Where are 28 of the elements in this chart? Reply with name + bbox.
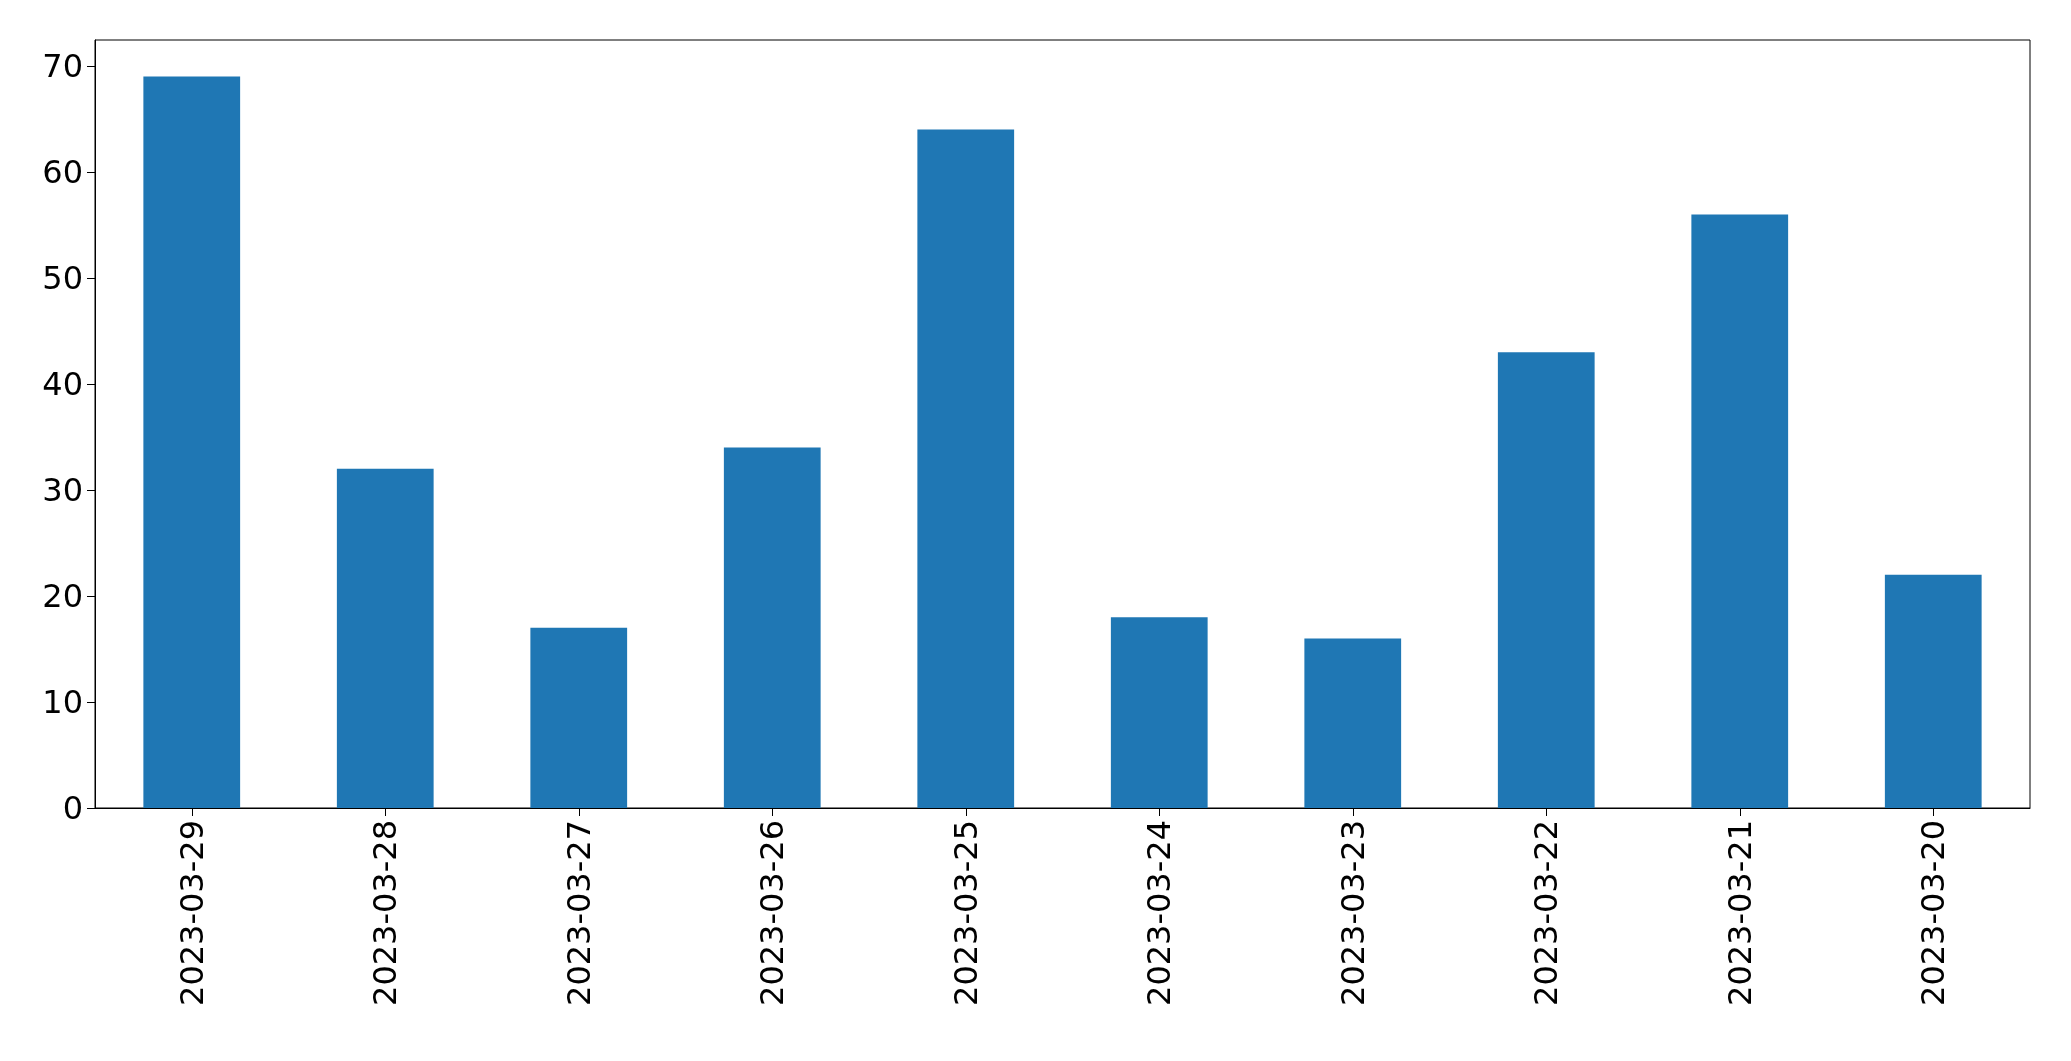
bar: [530, 627, 628, 808]
bar: [1497, 352, 1595, 808]
x-tick-label: 2023-03-25: [946, 820, 985, 1006]
y-tick-label: 40: [42, 364, 83, 403]
x-tick-label: 2023-03-26: [753, 820, 792, 1006]
y-tick-label: 30: [42, 470, 83, 509]
bar: [1691, 214, 1789, 808]
bar: [917, 129, 1015, 808]
x-tick-label: 2023-03-22: [1527, 820, 1566, 1006]
x-tick-label: 2023-03-27: [559, 820, 598, 1006]
y-tick-label: 20: [42, 576, 83, 615]
x-tick-label: 2023-03-28: [366, 820, 405, 1006]
y-tick-label: 70: [42, 46, 83, 85]
x-tick-label: 2023-03-23: [1333, 820, 1372, 1006]
y-tick-label: 60: [42, 152, 83, 191]
x-tick-label: 2023-03-24: [1140, 820, 1179, 1006]
x-tick-label: 2023-03-21: [1720, 820, 1759, 1006]
y-tick-label: 50: [42, 258, 83, 297]
x-tick-label: 2023-03-29: [172, 820, 211, 1006]
bar: [1304, 638, 1402, 808]
y-tick-label: 0: [62, 789, 83, 827]
bar: [723, 447, 821, 808]
y-tick-label: 10: [42, 683, 83, 721]
bar: [336, 468, 434, 808]
bar: [1110, 617, 1208, 808]
bar: [143, 76, 241, 808]
x-tick-label: 2023-03-20: [1914, 820, 1953, 1006]
bar: [1884, 574, 1982, 808]
